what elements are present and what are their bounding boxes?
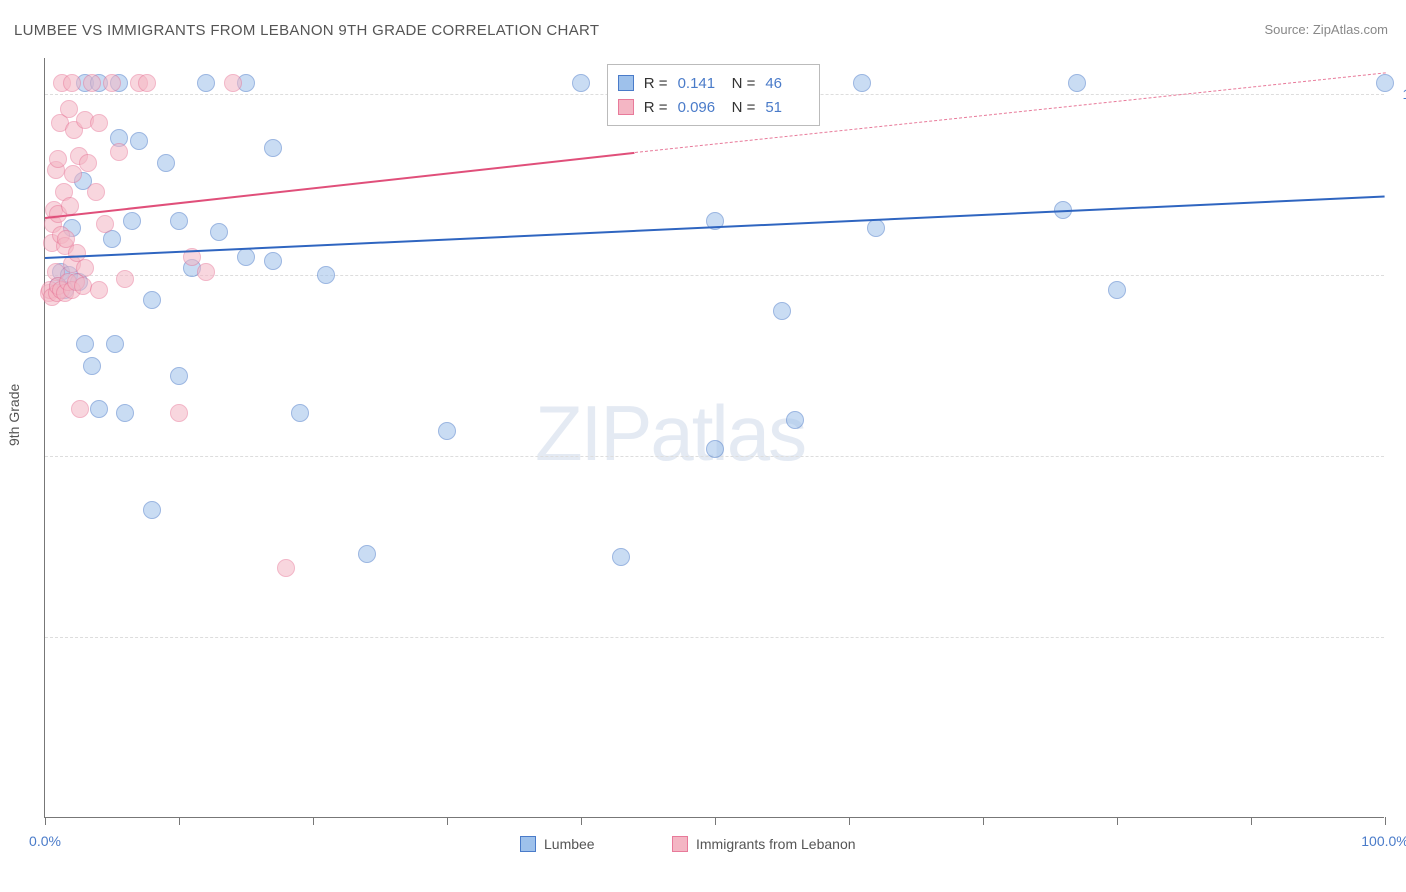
legend-swatch: [672, 836, 688, 852]
data-point: [438, 422, 456, 440]
x-tick: [179, 817, 180, 825]
r-value: 0.096: [678, 99, 722, 116]
data-point: [74, 277, 92, 295]
source-attribution: Source: ZipAtlas.com: [1264, 22, 1388, 37]
x-tick: [581, 817, 582, 825]
trend-line: [45, 152, 635, 219]
data-point: [853, 74, 871, 92]
stats-row: R = 0.096 N = 51: [618, 95, 810, 119]
stats-swatch: [618, 75, 634, 91]
legend-item: Immigrants from Lebanon: [672, 836, 856, 852]
data-point: [197, 263, 215, 281]
data-point: [277, 559, 295, 577]
data-point: [71, 400, 89, 418]
scatter-plot-area: ZIPatlas 85.0%90.0%95.0%100.0%0.0%100.0%: [44, 58, 1384, 818]
data-point: [138, 74, 156, 92]
data-point: [103, 74, 121, 92]
data-point: [76, 335, 94, 353]
legend-item: Lumbee: [520, 836, 595, 852]
data-point: [867, 219, 885, 237]
data-point: [264, 252, 282, 270]
data-point: [210, 223, 228, 241]
data-point: [143, 291, 161, 309]
data-point: [170, 212, 188, 230]
data-point: [143, 501, 161, 519]
x-tick: [983, 817, 984, 825]
gridline-h: [45, 275, 1384, 276]
data-point: [83, 74, 101, 92]
data-point: [786, 411, 804, 429]
data-point: [291, 404, 309, 422]
data-point: [49, 150, 67, 168]
data-point: [116, 404, 134, 422]
data-point: [572, 74, 590, 92]
x-tick-label: 100.0%: [1361, 833, 1406, 849]
stats-row: R = 0.141 N = 46: [618, 71, 810, 95]
watermark-zip: ZIP: [535, 389, 650, 477]
y-tick-label: 85.0%: [1392, 629, 1406, 645]
r-label: R =: [644, 99, 668, 116]
data-point: [358, 545, 376, 563]
data-point: [110, 143, 128, 161]
data-point: [90, 281, 108, 299]
data-point: [706, 440, 724, 458]
data-point: [170, 367, 188, 385]
data-point: [237, 248, 255, 266]
data-point: [106, 335, 124, 353]
data-point: [157, 154, 175, 172]
r-label: R =: [644, 75, 668, 92]
stats-swatch: [618, 99, 634, 115]
data-point: [224, 74, 242, 92]
x-tick: [447, 817, 448, 825]
y-tick-label: 90.0%: [1392, 448, 1406, 464]
data-point: [130, 132, 148, 150]
legend-label: Immigrants from Lebanon: [696, 836, 856, 852]
x-tick-label: 0.0%: [29, 833, 61, 849]
data-point: [317, 266, 335, 284]
chart-title: LUMBEE VS IMMIGRANTS FROM LEBANON 9TH GR…: [14, 22, 599, 39]
x-tick: [45, 817, 46, 825]
n-label: N =: [732, 99, 756, 116]
x-tick: [1117, 817, 1118, 825]
x-tick: [1385, 817, 1386, 825]
r-value: 0.141: [678, 75, 722, 92]
data-point: [116, 270, 134, 288]
x-tick: [715, 817, 716, 825]
data-point: [79, 154, 97, 172]
data-point: [90, 114, 108, 132]
data-point: [197, 74, 215, 92]
n-value: 51: [765, 99, 809, 116]
n-label: N =: [732, 75, 756, 92]
watermark-atlas: atlas: [650, 389, 805, 477]
data-point: [90, 400, 108, 418]
data-point: [264, 139, 282, 157]
data-point: [76, 259, 94, 277]
y-tick-label: 100.0%: [1392, 86, 1406, 102]
data-point: [170, 404, 188, 422]
data-point: [123, 212, 141, 230]
x-tick: [313, 817, 314, 825]
legend-label: Lumbee: [544, 836, 595, 852]
x-tick: [1251, 817, 1252, 825]
n-value: 46: [765, 75, 809, 92]
data-point: [1068, 74, 1086, 92]
data-point: [1376, 74, 1394, 92]
data-point: [60, 100, 78, 118]
watermark: ZIPatlas: [535, 388, 805, 479]
data-point: [83, 357, 101, 375]
data-point: [612, 548, 630, 566]
data-point: [87, 183, 105, 201]
trend-line: [45, 196, 1385, 260]
gridline-h: [45, 637, 1384, 638]
x-tick: [849, 817, 850, 825]
data-point: [63, 74, 81, 92]
data-point: [1108, 281, 1126, 299]
data-point: [96, 215, 114, 233]
stats-legend-box: R = 0.141 N = 46 R = 0.096 N = 51: [607, 64, 821, 126]
legend-swatch: [520, 836, 536, 852]
data-point: [773, 302, 791, 320]
y-tick-label: 95.0%: [1392, 267, 1406, 283]
y-axis-title: 9th Grade: [6, 384, 22, 446]
